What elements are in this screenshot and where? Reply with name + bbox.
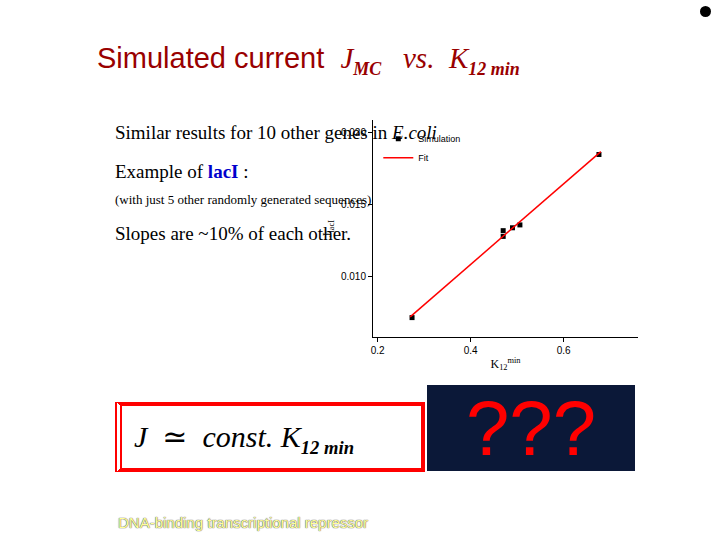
svg-text:0.6: 0.6	[557, 345, 571, 356]
svg-text:0.4: 0.4	[464, 345, 478, 356]
svg-text:0.010: 0.010	[341, 271, 366, 282]
svg-text:K​12​​min​: K​12​​min​	[490, 356, 521, 373]
svg-text:Fit: Fit	[418, 153, 428, 163]
svg-text:0.2: 0.2	[371, 345, 385, 356]
